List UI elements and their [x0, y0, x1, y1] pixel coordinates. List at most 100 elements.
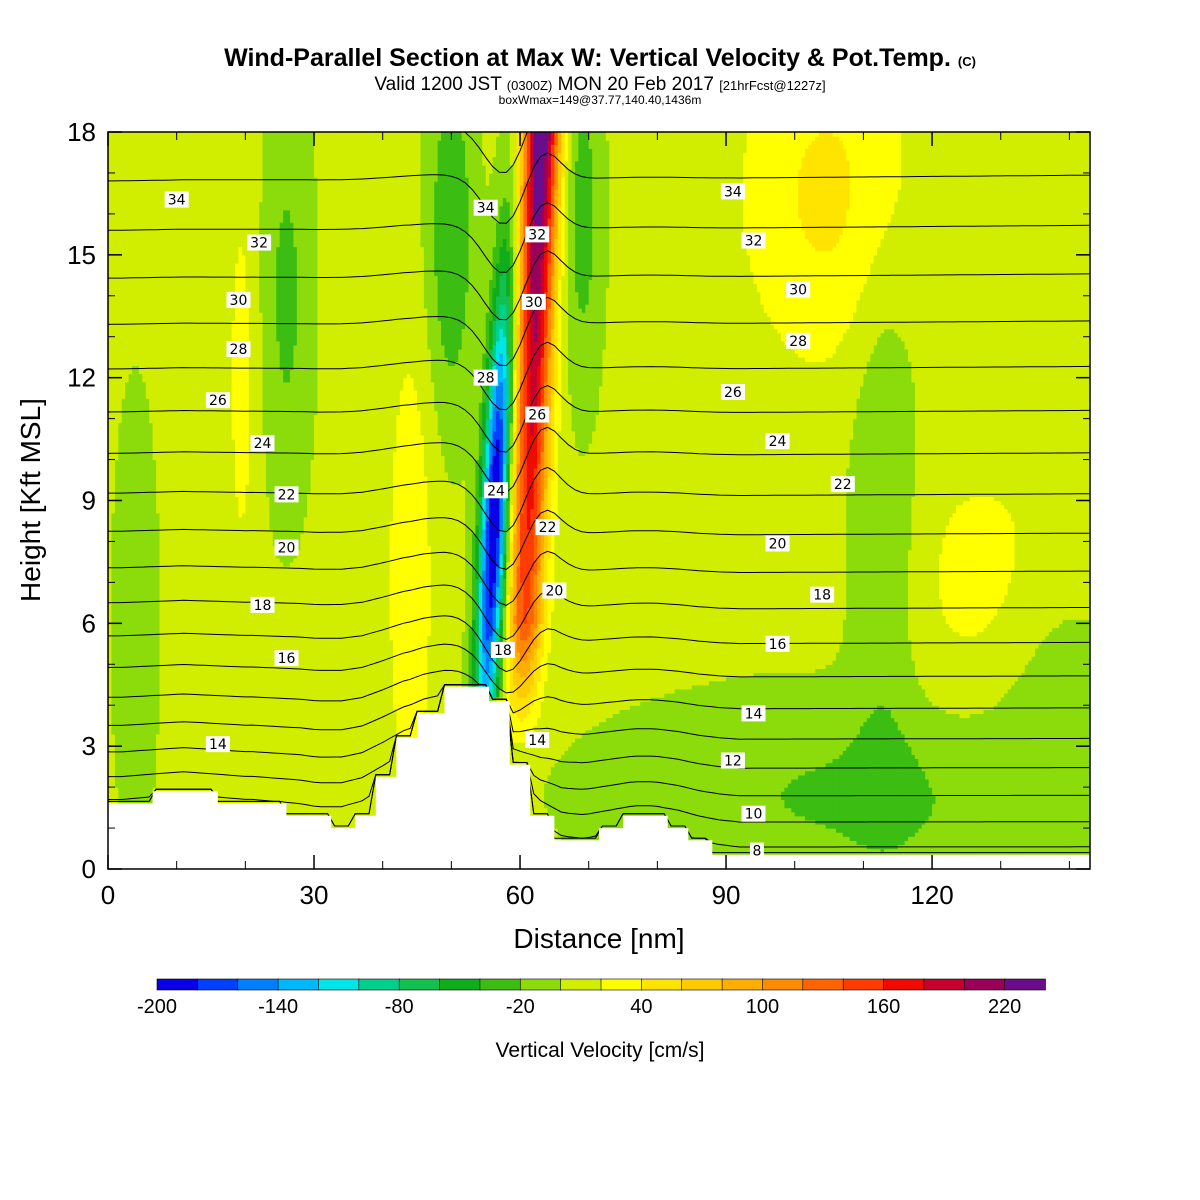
contour-label: 18 — [250, 596, 275, 614]
contour-label: 20 — [274, 539, 299, 557]
contour-label: 24 — [483, 482, 508, 499]
theta-contour-21 — [108, 426, 1090, 494]
colorbar-swatch — [1004, 978, 1046, 991]
colorbar-label: 160 — [867, 996, 900, 1018]
chart-subtitle: Valid 1200 JST (0300Z) MON 20 Feb 2017 [… — [374, 74, 826, 95]
colorbar-swatch — [560, 978, 602, 991]
svg-text:18: 18 — [254, 598, 272, 614]
chart-boxinfo: boxWmax=149@37.77,140.40,1436m — [498, 93, 702, 107]
svg-text:24: 24 — [769, 434, 787, 450]
theta-contour-19 — [108, 509, 1090, 570]
colorbar-label: -200 — [137, 996, 177, 1018]
contour-label: 22 — [274, 486, 299, 503]
contour-label: 30 — [226, 291, 251, 309]
contour-label: 28 — [786, 332, 811, 350]
colorbar-swatch — [398, 978, 441, 991]
svg-text:32: 32 — [745, 234, 763, 250]
theta-contour-24 — [108, 296, 1090, 367]
theta-contour-22 — [108, 384, 1090, 453]
svg-text:28: 28 — [230, 342, 248, 358]
theta-contour-15 — [108, 643, 1090, 694]
colorbar: -200 -140 -80 -20 40 100 160 220 — [137, 978, 1046, 1018]
svg-text:22: 22 — [539, 520, 557, 536]
contour-label: 16 — [765, 635, 790, 653]
x-axis-title: Distance [nm] — [513, 923, 684, 954]
svg-text:30: 30 — [789, 283, 807, 299]
svg-text:14: 14 — [209, 737, 227, 753]
contour-label: 18 — [810, 586, 835, 604]
y-tick-label: 6 — [82, 608, 96, 638]
svg-text:34: 34 — [477, 201, 495, 217]
svg-text:24: 24 — [487, 483, 505, 499]
svg-text:12: 12 — [724, 753, 742, 769]
x-tick-label: 90 — [712, 880, 741, 910]
theta-contour-18 — [108, 550, 1090, 606]
svg-text:16: 16 — [278, 651, 296, 667]
colorbar-swatch — [439, 978, 481, 991]
theta-contour-20 — [108, 466, 1090, 533]
contour-label: 20 — [542, 582, 567, 600]
colorbar-swatch — [641, 978, 683, 991]
svg-text:34: 34 — [724, 184, 742, 200]
contour-label: 14 — [205, 736, 230, 753]
contour-label: 12 — [720, 752, 745, 769]
colorbar-swatch — [479, 978, 522, 991]
colorbar-swatch — [600, 978, 643, 991]
svg-text:22: 22 — [834, 477, 852, 493]
contour-label: 28 — [226, 341, 251, 358]
contour-label: 22 — [535, 519, 560, 536]
svg-text:30: 30 — [525, 295, 543, 311]
svg-text:20: 20 — [545, 584, 563, 600]
theta-contour-27 — [108, 152, 1090, 224]
theta-contour-13 — [108, 684, 1090, 740]
colorbar-swatch — [156, 978, 199, 991]
contour-label: 8 — [749, 842, 764, 860]
colorbar-title: Vertical Velocity [cm/s] — [496, 1039, 705, 1062]
theta-contour-12 — [108, 684, 1090, 769]
colorbar-swatch — [358, 978, 400, 991]
colorbar-swatch — [721, 978, 764, 991]
svg-text:28: 28 — [477, 371, 495, 387]
contour-label: 34 — [473, 199, 498, 217]
theta-contour-25 — [108, 250, 1090, 321]
colorbar-swatch — [923, 978, 966, 991]
svg-text:32: 32 — [250, 236, 268, 252]
contour-label: 20 — [765, 535, 790, 552]
contour-label: 26 — [720, 383, 745, 401]
colorbar-label: 100 — [746, 996, 779, 1018]
contour-label: 34 — [720, 183, 745, 200]
theta-contour-31 — [108, 0, 1090, 10]
contour-label: 28 — [473, 369, 498, 387]
theta-contour-16 — [108, 615, 1090, 673]
colorbar-label: 220 — [988, 996, 1021, 1018]
colorbar-swatch — [519, 978, 562, 991]
contour-label: 14 — [741, 705, 766, 722]
svg-text:26: 26 — [528, 408, 546, 424]
contour-label: 14 — [525, 732, 550, 749]
colorbar-swatch — [681, 978, 723, 991]
colorbar-swatch — [883, 978, 925, 991]
contour-label: 26 — [525, 406, 550, 424]
theta-contour-11 — [108, 684, 1090, 797]
svg-text:22: 22 — [278, 487, 296, 503]
colorbar-swatch — [963, 978, 1006, 991]
svg-text:8: 8 — [752, 844, 761, 860]
theta-contour-26 — [108, 202, 1090, 273]
chart-title: Wind-Parallel Section at Max W: Vertical… — [224, 44, 976, 72]
contour-label: 34 — [164, 191, 189, 209]
x-tick-label: 0 — [101, 880, 115, 910]
theta-contour-23 — [108, 341, 1090, 411]
svg-text:26: 26 — [724, 385, 742, 401]
contour-label: 26 — [205, 392, 230, 409]
y-tick-label: 18 — [67, 117, 96, 147]
contour-label: 30 — [521, 293, 546, 311]
y-axis-title: Height [Kft MSL] — [15, 398, 46, 602]
theta-contour-29 — [108, 49, 1090, 120]
contour-label: 10 — [741, 805, 766, 823]
colorbar-swatch — [318, 978, 360, 991]
colorbar-label: 40 — [630, 996, 652, 1018]
y-tick-label: 3 — [82, 731, 96, 761]
svg-text:32: 32 — [528, 227, 546, 243]
svg-text:18: 18 — [813, 588, 831, 604]
y-tick-label: 15 — [67, 240, 96, 270]
